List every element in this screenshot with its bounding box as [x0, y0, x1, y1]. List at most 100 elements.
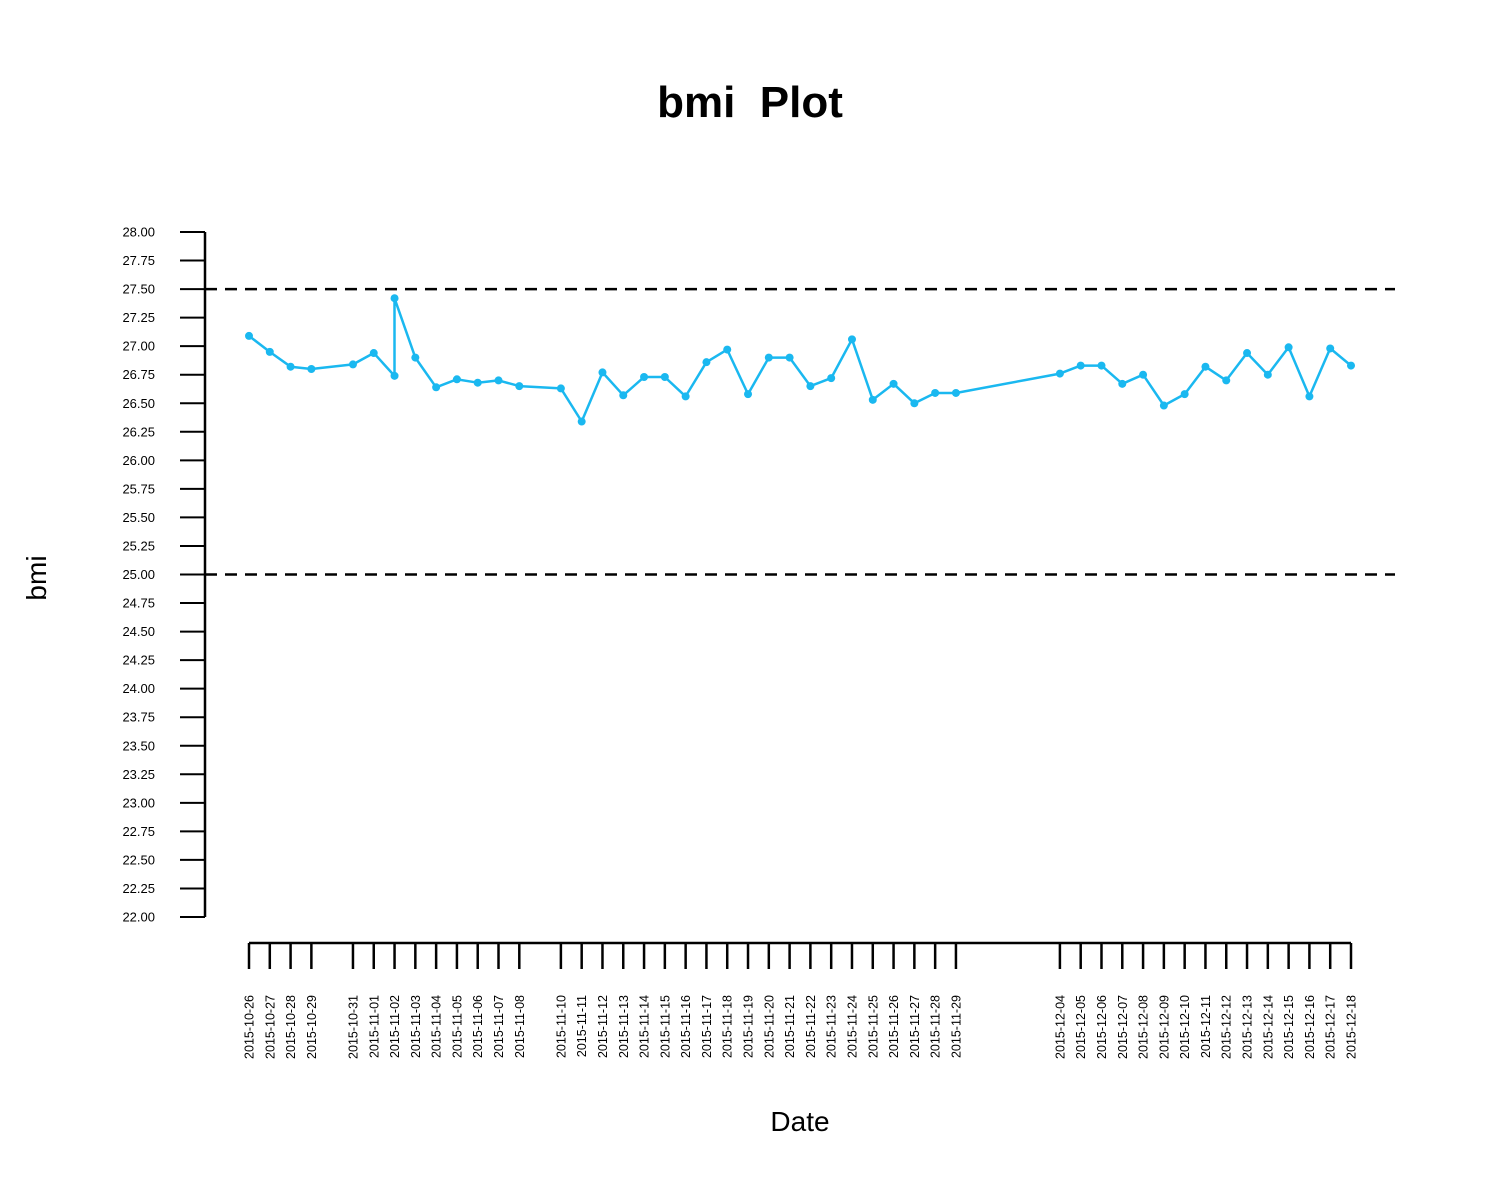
chart-title: bmi Plot: [657, 78, 843, 127]
data-point-15: [577, 417, 586, 426]
x-tick-label-18: 2015-11-15: [658, 995, 672, 1058]
x-tick-label-29: 2015-11-26: [887, 995, 901, 1058]
data-point-42: [1222, 376, 1231, 385]
data-point-18: [640, 372, 649, 381]
x-tick-label-2: 2015-10-28: [284, 995, 298, 1059]
x-tick-label-14: 2015-11-11: [575, 995, 589, 1057]
y-tick-label-2: 22.50: [122, 852, 155, 867]
y-tick-label-21: 27.25: [122, 310, 155, 325]
x-tick-label-28: 2015-11-25: [866, 995, 880, 1058]
x-tick-label-47: 2015-12-18: [1345, 995, 1359, 1059]
x-tick-label-31: 2015-11-28: [929, 995, 943, 1058]
x-tick-label-32: 2015-11-29: [949, 995, 963, 1058]
data-point-43: [1243, 349, 1252, 358]
reference-lines: [205, 287, 1395, 576]
data-point-37: [1118, 379, 1127, 388]
data-point-20: [681, 392, 690, 401]
x-tick-label-30: 2015-11-27: [908, 995, 922, 1058]
data-point-10: [452, 375, 461, 384]
data-point-3: [307, 365, 316, 373]
y-tick-label-11: 24.75: [122, 596, 155, 611]
data-point-48: [1347, 361, 1355, 370]
x-tick-label-3: 2015-10-29: [305, 995, 319, 1059]
data-point-13: [515, 382, 524, 391]
y-tick-label-0: 22.00: [122, 910, 155, 925]
x-tick-label-42: 2015-12-13: [1241, 995, 1255, 1059]
x-tick-label-11: 2015-11-07: [492, 995, 506, 1058]
y-tick-label-15: 25.75: [122, 481, 155, 496]
data-point-32: [931, 388, 940, 397]
x-tick-label-22: 2015-11-19: [742, 995, 756, 1058]
data-point-17: [619, 391, 628, 400]
y-tick-label-3: 22.75: [122, 824, 155, 839]
data-point-27: [827, 374, 836, 383]
x-tick-label-24: 2015-11-21: [783, 995, 797, 1058]
y-tick-label-19: 26.75: [122, 367, 155, 382]
x-tick-label-16: 2015-11-13: [617, 995, 631, 1058]
data-point-41: [1201, 362, 1210, 371]
y-tick-label-17: 26.25: [122, 424, 155, 439]
data-point-2: [286, 362, 295, 371]
x-tick-label-25: 2015-11-22: [804, 995, 818, 1058]
x-tick-label-40: 2015-12-11: [1199, 995, 1213, 1058]
x-tick-label-44: 2015-12-15: [1282, 995, 1296, 1059]
y-tick-label-23: 27.75: [122, 253, 155, 268]
data-point-24: [764, 353, 773, 362]
data-point-25: [785, 353, 794, 362]
x-tick-label-46: 2015-12-17: [1324, 995, 1338, 1059]
y-tick-label-14: 25.50: [122, 510, 155, 525]
y-tick-label-6: 23.50: [122, 738, 155, 753]
y-tick-label-24: 28.00: [122, 225, 155, 240]
data-point-7: [390, 294, 399, 303]
data-point-22: [723, 345, 732, 354]
x-tick-label-13: 2015-11-10: [554, 995, 568, 1058]
x-tick-label-35: 2015-12-06: [1095, 995, 1109, 1059]
x-tick-label-0: 2015-10-26: [243, 995, 257, 1059]
data-point-31: [910, 399, 919, 408]
data-point-21: [702, 358, 711, 367]
x-tick-label-15: 2015-11-12: [596, 995, 610, 1058]
x-tick-label-1: 2015-10-27: [263, 995, 277, 1059]
x-tick-label-8: 2015-11-04: [430, 995, 444, 1058]
x-tick-label-20: 2015-11-17: [700, 995, 714, 1058]
y-tick-label-12: 25.00: [122, 567, 155, 582]
y-tick-label-16: 26.00: [122, 453, 155, 468]
data-point-39: [1159, 401, 1168, 410]
x-tick-label-23: 2015-11-20: [762, 995, 776, 1058]
data-point-40: [1180, 390, 1189, 399]
data-point-29: [868, 395, 877, 404]
y-tick-label-4: 23.00: [122, 795, 155, 810]
data-point-47: [1326, 344, 1335, 353]
data-point-34: [1055, 369, 1064, 378]
data-point-30: [889, 379, 898, 388]
data-point-45: [1284, 343, 1293, 352]
x-tick-label-27: 2015-11-24: [845, 995, 859, 1058]
data-point-28: [847, 335, 856, 344]
data-point-16: [598, 368, 607, 377]
x-tick-label-39: 2015-12-10: [1178, 995, 1192, 1059]
x-tick-label-12: 2015-11-08: [513, 995, 527, 1058]
series-bmi: [245, 294, 1355, 426]
data-point-4: [348, 360, 357, 369]
data-point-46: [1305, 392, 1314, 401]
data-point-6: [390, 371, 399, 380]
x-tick-label-4: 2015-10-31: [346, 995, 360, 1059]
x-tick-label-10: 2015-11-06: [471, 995, 485, 1058]
x-tick-label-41: 2015-12-12: [1220, 995, 1234, 1059]
x-tick-label-17: 2015-11-14: [638, 995, 652, 1058]
data-point-1: [265, 347, 274, 356]
y-axis: 22.00 22.25 22.50 22.75 23.00 23.25 23.50 23.75…: [122, 225, 207, 925]
y-tick-label-10: 24.50: [122, 624, 155, 639]
data-point-9: [432, 383, 441, 392]
y-tick-label-5: 23.25: [122, 767, 155, 782]
x-tick-label-37: 2015-12-08: [1137, 995, 1151, 1059]
y-tick-label-8: 24.00: [122, 681, 155, 696]
y-tick-label-13: 25.25: [122, 538, 155, 553]
x-tick-label-43: 2015-12-14: [1261, 995, 1275, 1059]
y-tick-label-22: 27.50: [122, 282, 155, 297]
data-point-33: [951, 388, 960, 397]
data-point-26: [806, 382, 815, 391]
x-tick-label-7: 2015-11-03: [409, 995, 423, 1058]
x-tick-label-5: 2015-11-01: [367, 995, 381, 1058]
